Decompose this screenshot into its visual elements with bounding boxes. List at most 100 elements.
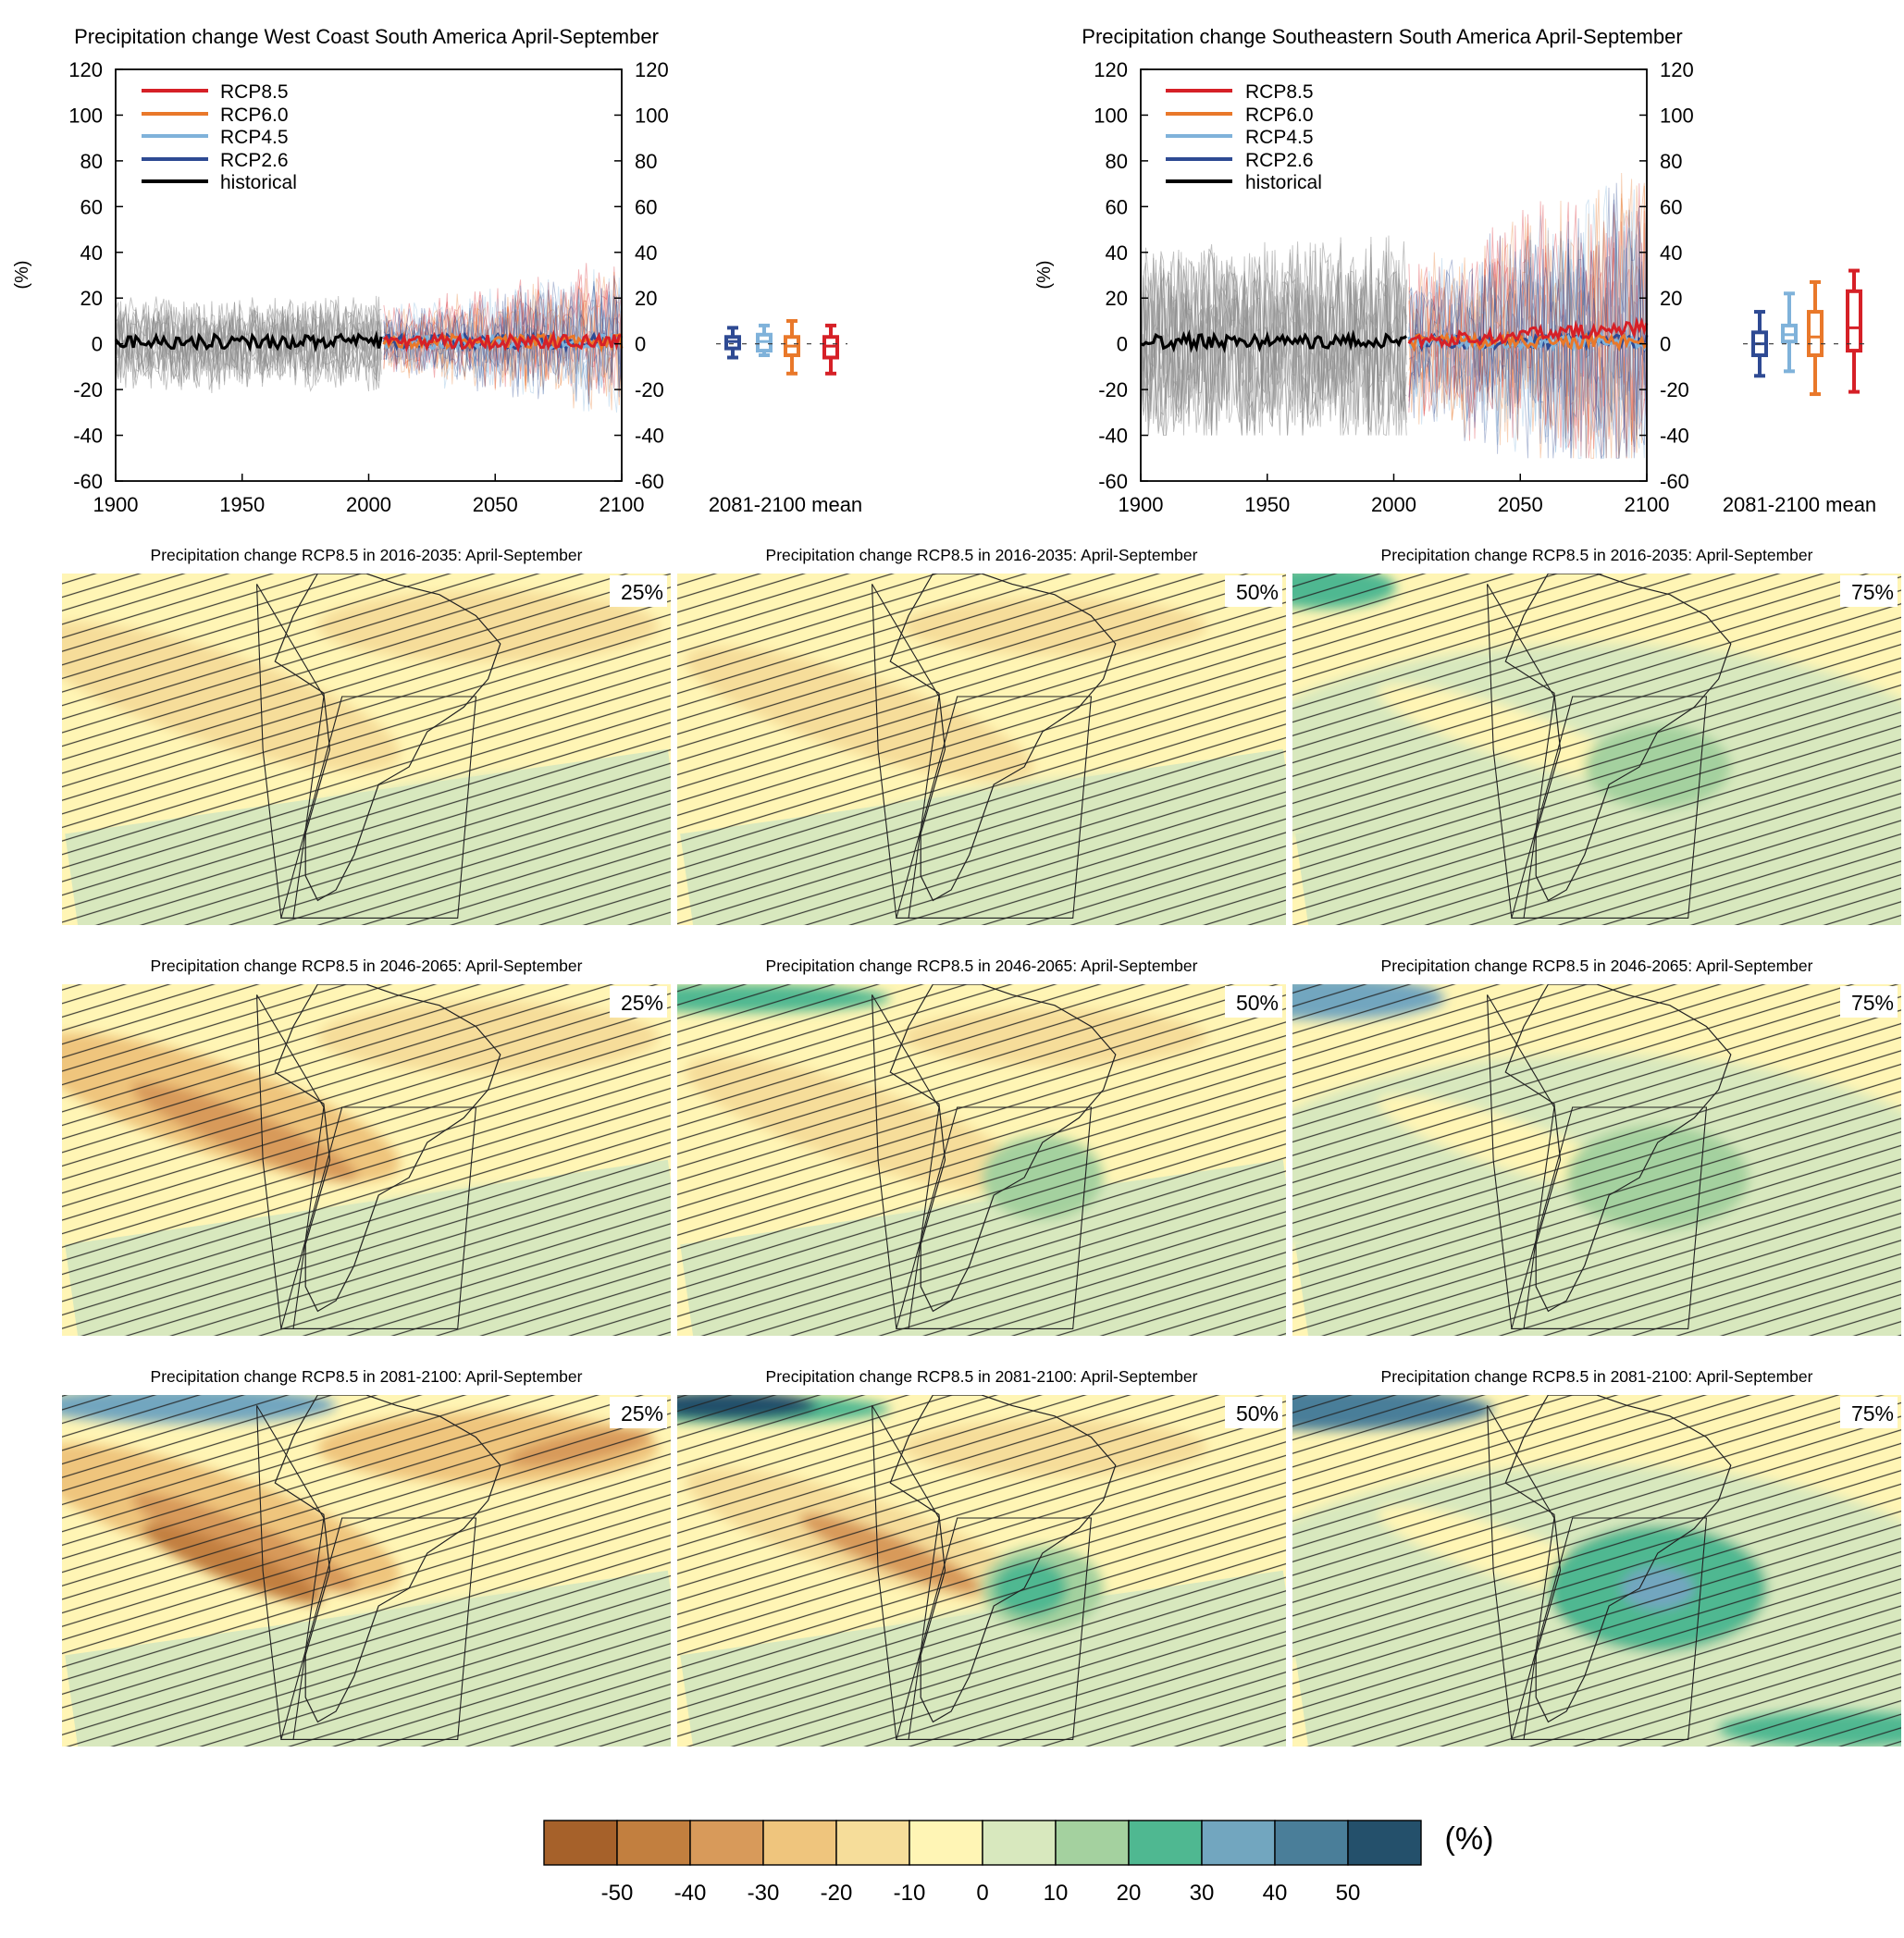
south-america-coastline (1504, 1395, 1732, 1723)
ytick-label-left: -40 (1098, 425, 1128, 448)
percentile-label: 50% (1236, 991, 1279, 1015)
south-america-coastline (1504, 574, 1732, 902)
ytick-label-right: 40 (635, 241, 657, 265)
ytick-label-right: 100 (635, 104, 669, 127)
west-coast-region-edge (256, 994, 325, 1329)
southeastern-region-box (1511, 1106, 1708, 1329)
rcp45-member-line (383, 281, 623, 414)
ytick-label-left: 40 (80, 241, 103, 265)
historical-member-line (1140, 241, 1407, 436)
ts2-axes: -60 -60 -40 -40 -20 -20 0 0 20 20 40 40 60 60 80 80 100 1… (1094, 58, 1693, 516)
ytick-label-left: -40 (73, 425, 103, 448)
ts1-axes-frame (115, 68, 623, 482)
ytick-label-left: 80 (1106, 150, 1128, 173)
ytick-label-right: -60 (1660, 470, 1689, 493)
percentile-label: 75% (1851, 580, 1894, 604)
colorbar-tick-label: 20 (1117, 1881, 1142, 1906)
percentile-label: 25% (621, 580, 663, 604)
southeastern-region-box (896, 696, 1093, 919)
south-america-coastline (889, 984, 1117, 1313)
map-title: Precipitation change RCP8.5 in 2081-2100… (151, 1367, 583, 1386)
southeastern-region-box (896, 1106, 1093, 1329)
rcp26-member-line (1408, 199, 1648, 459)
rcp60-member-line (383, 278, 623, 409)
ts1-boxplots (716, 318, 847, 376)
percentile-label-bg (610, 1397, 667, 1428)
xtick-label: 1950 (219, 493, 265, 516)
ytick-label-left: -20 (1098, 378, 1128, 401)
legend-label-rcp26: RCP2.6 (1245, 150, 1314, 171)
colorbar-swatch (982, 1820, 1057, 1866)
rcp45-member-line (383, 269, 623, 412)
timeseries-southeastern: Precipitation change Southeastern South … (1034, 25, 1876, 516)
rcp45-member-line (1408, 189, 1648, 459)
ytick-label-right: 20 (635, 287, 657, 310)
map-panel-r3-c3: 75% Precipitation change RCP8.5 in 2081-2… (1292, 1367, 1901, 1747)
map-hatching (1292, 574, 1901, 925)
ytick-label-left: 120 (68, 58, 103, 81)
colorbar-swatch (1347, 1820, 1422, 1866)
map-panel-r3-c1: 25% Precipitation change RCP8.5 in 2081-2… (62, 1367, 671, 1747)
ytick-label-right: 40 (1660, 241, 1682, 265)
ytick-label-left: -60 (73, 470, 103, 493)
boxplot-rcp85 (1846, 268, 1862, 394)
map-panel-r3-c2: 50% Precipitation change RCP8.5 in 2081-2… (677, 1367, 1286, 1747)
rcp60-member-line (1408, 172, 1648, 459)
rcp26-member-line (383, 275, 623, 405)
rcp60-member-line (1408, 185, 1648, 459)
ytick-label-left: 0 (1117, 333, 1128, 356)
rcp26-member-line (1408, 182, 1648, 459)
rcp45-member-line (1408, 185, 1648, 459)
boxplot-rcp60 (784, 318, 800, 376)
historical-member-line (1140, 245, 1407, 436)
ytick-label-right: 100 (1660, 104, 1694, 127)
ytick-label-left: 100 (68, 104, 103, 127)
legend-label-historical: historical (220, 172, 297, 193)
percentile-label-bg (1840, 575, 1898, 607)
percentile-label: 25% (621, 991, 663, 1015)
rcp85-mean-line (1407, 316, 1649, 351)
west-coast-region-edge (256, 584, 325, 919)
xtick-label: 1900 (1119, 493, 1164, 516)
southeastern-region-box (280, 1106, 477, 1329)
percentile-label-bg (1840, 986, 1898, 1018)
map-title: Precipitation change RCP8.5 in 2016-2035… (1381, 546, 1813, 564)
colorbar-tick-label: 0 (976, 1881, 988, 1906)
boxplot-rcp45 (1781, 291, 1798, 374)
ytick-label-right: 0 (1660, 333, 1671, 356)
rcp26-member-line (1408, 179, 1648, 459)
percentile-label: 50% (1236, 1401, 1279, 1426)
ytick-label-right: 80 (1660, 150, 1682, 173)
historical-member-line (115, 297, 382, 388)
rcp85-member-line (1408, 202, 1648, 458)
west-coast-region-edge (872, 994, 940, 1329)
timeseries-west-coast: Precipitation change West Coast South Am… (12, 25, 862, 516)
map-panel-r2-c2: 50% Precipitation change RCP8.5 in 2046-2… (677, 957, 1286, 1336)
legend-label-rcp85: RCP8.5 (1245, 81, 1314, 103)
colorbar-tick-label: 40 (1263, 1881, 1288, 1906)
rcp60-member-line (383, 278, 623, 392)
colorbar-tick-label: -40 (674, 1881, 707, 1906)
xtick-label: 2100 (600, 493, 645, 516)
colorbar-tick-label: -50 (601, 1881, 634, 1906)
south-america-coastline (889, 1395, 1117, 1723)
map-panel-r1-c1: 25% Precipitation change RCP8.5 in 2016-2… (62, 546, 671, 925)
map-title: Precipitation change RCP8.5 in 2081-2100… (1381, 1367, 1813, 1386)
ytick-label-right: -20 (1660, 378, 1689, 401)
colorbar-tick-label: 50 (1336, 1881, 1361, 1906)
rcp85-member-line (383, 269, 623, 396)
ytick-label-left: -60 (1098, 470, 1128, 493)
percentile-label-bg (1225, 986, 1282, 1018)
map-title: Precipitation change RCP8.5 in 2046-2065… (151, 957, 583, 975)
west-coast-region-edge (872, 1405, 940, 1740)
boxplot-rcp85 (822, 323, 839, 376)
ts1-title: Precipitation change West Coast South Am… (74, 25, 659, 48)
southeastern-region-box (1511, 696, 1708, 919)
south-america-coastline (274, 574, 501, 902)
boxplot-rcp60 (1807, 279, 1824, 397)
ytick-label-right: -20 (635, 378, 664, 401)
south-america-coastline (889, 574, 1117, 902)
ts1-axes: -60 -60 -40 -40 -20 -20 0 0 20 20 40 40 60 60 80 80 100 1… (68, 58, 668, 516)
boxplot-rcp45 (756, 323, 773, 358)
colorbar-tick-label: -30 (748, 1881, 780, 1906)
